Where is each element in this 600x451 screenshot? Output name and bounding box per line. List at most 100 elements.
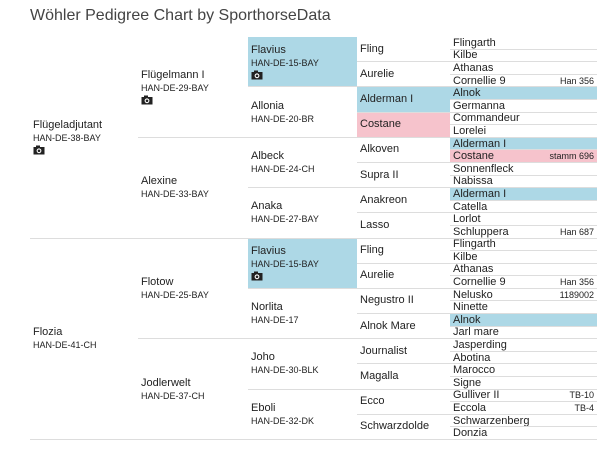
- pedigree-cell: Cornellie 9 Han 356: [450, 75, 597, 88]
- pedigree-cell: Alnok Mare: [357, 314, 450, 340]
- pedigree-cell: Flügelmann I HAN-DE-29-BAY: [138, 37, 248, 138]
- pedigree-cell: Nelusko 1189002: [450, 289, 597, 302]
- pedigree-cell: Gulliver II TB-10: [450, 390, 597, 403]
- pedigree-cell: Signe: [450, 377, 597, 390]
- pedigree-cell: Flotow HAN-DE-25-BAY: [138, 239, 248, 340]
- pedigree-cell: Lorlot: [450, 213, 597, 226]
- horse-name: Allonia: [251, 99, 285, 112]
- horse-note: 1189002: [559, 289, 594, 300]
- pedigree-cell: Ecco: [357, 390, 450, 415]
- pedigree-cell: Jasperding: [450, 339, 597, 352]
- horse-name: Supra II: [360, 168, 399, 181]
- pedigree-cell: Alderman I: [357, 87, 450, 113]
- pedigree-cell: Fling: [357, 37, 450, 63]
- horse-name: Ninette: [453, 301, 488, 314]
- camera-icon: [141, 95, 153, 105]
- horse-name: Commandeur: [453, 112, 520, 125]
- horse-name: Joho: [251, 351, 275, 364]
- horse-name: Athanas: [453, 62, 494, 74]
- horse-name: Alkoven: [360, 143, 400, 156]
- pedigree-cell: Negustro II: [357, 289, 450, 315]
- pedigree-cell: Alkoven: [357, 138, 450, 163]
- pedigree-cell: Jodlerwelt HAN-DE-37-CH: [138, 339, 248, 440]
- pedigree-cell: Joho HAN-DE-30-BLK: [248, 339, 357, 390]
- pedigree-cell: Aurelie: [357, 264, 450, 289]
- horse-note: Han 356: [559, 75, 594, 86]
- horse-name: Jodlerwelt: [141, 376, 191, 389]
- pedigree-cell: Norlita HAN-DE-17: [248, 289, 357, 340]
- horse-name: Eboli: [251, 401, 276, 414]
- horse-name: Magalla: [360, 370, 399, 383]
- pedigree-cell: Alnok: [450, 87, 597, 100]
- pedigree-cell: Lorelei: [450, 125, 597, 138]
- horse-note: Han 687: [559, 226, 594, 237]
- registration: HAN-DE-33-BAY: [141, 189, 209, 200]
- pedigree-cell: Flavius HAN-DE-15-BAY: [248, 37, 357, 88]
- horse-name: Norlita: [251, 301, 283, 314]
- pedigree-cell: Fling: [357, 239, 450, 264]
- pedigree-cell: Flügeladjutant HAN-DE-38-BAY: [30, 37, 138, 239]
- pedigree-cell: Commandeur: [450, 113, 597, 126]
- horse-name: Donzia: [453, 427, 488, 440]
- horse-name: Marocco: [453, 364, 496, 377]
- horse-name: Schwarzenberg: [453, 414, 530, 427]
- pedigree-cell: Costane stamm 696: [450, 150, 597, 163]
- registration: HAN-DE-38-BAY: [33, 133, 101, 144]
- horse-name: Kilbe: [453, 251, 478, 263]
- pedigree-cell: Catella: [450, 201, 597, 214]
- horse-name: Anakreon: [360, 193, 408, 206]
- registration: HAN-DE-30-BLK: [251, 365, 319, 376]
- pedigree-cell: Aurelie: [357, 62, 450, 88]
- pedigree-cell: Alderman I: [450, 137, 597, 151]
- horse-note: Han 356: [559, 277, 594, 288]
- horse-note: stamm 696: [549, 151, 594, 162]
- pedigree-cell: Kilbe: [450, 251, 597, 264]
- registration: HAN-DE-20-BR: [251, 113, 315, 124]
- horse-name: Eccola: [453, 402, 487, 415]
- registration: HAN-DE-41-CH: [33, 340, 97, 351]
- horse-name: Jarl mare: [453, 326, 499, 339]
- registration: HAN-DE-17: [251, 315, 299, 326]
- horse-name: Costane: [360, 118, 401, 131]
- pedigree-cell: Nabissa: [450, 176, 597, 189]
- horse-name: Nabissa: [453, 175, 493, 188]
- horse-name: Abotina: [453, 351, 491, 364]
- horse-name: Alderman I: [453, 137, 507, 150]
- pedigree-cell: Germanna: [450, 100, 597, 113]
- horse-name: Flotow: [141, 275, 174, 288]
- camera-icon: [33, 145, 45, 155]
- camera-icon: [251, 271, 263, 281]
- horse-name: Alnok Mare: [360, 319, 416, 332]
- horse-name: Alnok: [453, 314, 481, 326]
- registration: HAN-DE-25-BAY: [141, 289, 209, 300]
- pedigree-cell: Journalist: [357, 339, 450, 365]
- pedigree-cell: Kilbe: [450, 50, 597, 63]
- horse-name: Journalist: [360, 344, 408, 357]
- horse-name: Aurelie: [360, 269, 395, 282]
- horse-name: Cornellie 9: [453, 74, 506, 87]
- horse-name: Jasperding: [453, 339, 507, 352]
- pedigree-cell: Cornellie 9 Han 356: [450, 276, 597, 289]
- pedigree-cell: Athanas: [450, 62, 597, 75]
- horse-name: Catella: [453, 200, 488, 213]
- pedigree-cell: Flavius HAN-DE-15-BAY: [248, 238, 357, 289]
- pedigree-cell: Schluppera Han 687: [450, 226, 597, 239]
- registration: HAN-DE-15-BAY: [251, 259, 319, 270]
- registration: HAN-DE-24-CH: [251, 163, 315, 174]
- registration: HAN-DE-15-BAY: [251, 57, 319, 68]
- pedigree-cell: Donzia: [450, 427, 597, 440]
- registration: HAN-DE-37-CH: [141, 390, 205, 401]
- horse-name: Alexine: [141, 175, 178, 188]
- horse-name: Schluppera: [453, 225, 509, 238]
- horse-name: Ecco: [360, 395, 385, 408]
- horse-name: Signe: [453, 377, 482, 389]
- horse-note: TB-10: [569, 390, 594, 401]
- pedigree-cell: Anaka HAN-DE-27-BAY: [248, 188, 357, 239]
- pedigree-cell: Abotina: [450, 352, 597, 365]
- pedigree-cell: Ninette: [450, 301, 597, 315]
- pedigree-cell: Alexine HAN-DE-33-BAY: [138, 138, 248, 239]
- pedigree-cell: Alderman I: [450, 188, 597, 201]
- horse-name: Alnok: [453, 87, 481, 100]
- pedigree-cell: Marocco: [450, 364, 597, 378]
- pedigree-cell: Allonia HAN-DE-20-BR: [248, 87, 357, 138]
